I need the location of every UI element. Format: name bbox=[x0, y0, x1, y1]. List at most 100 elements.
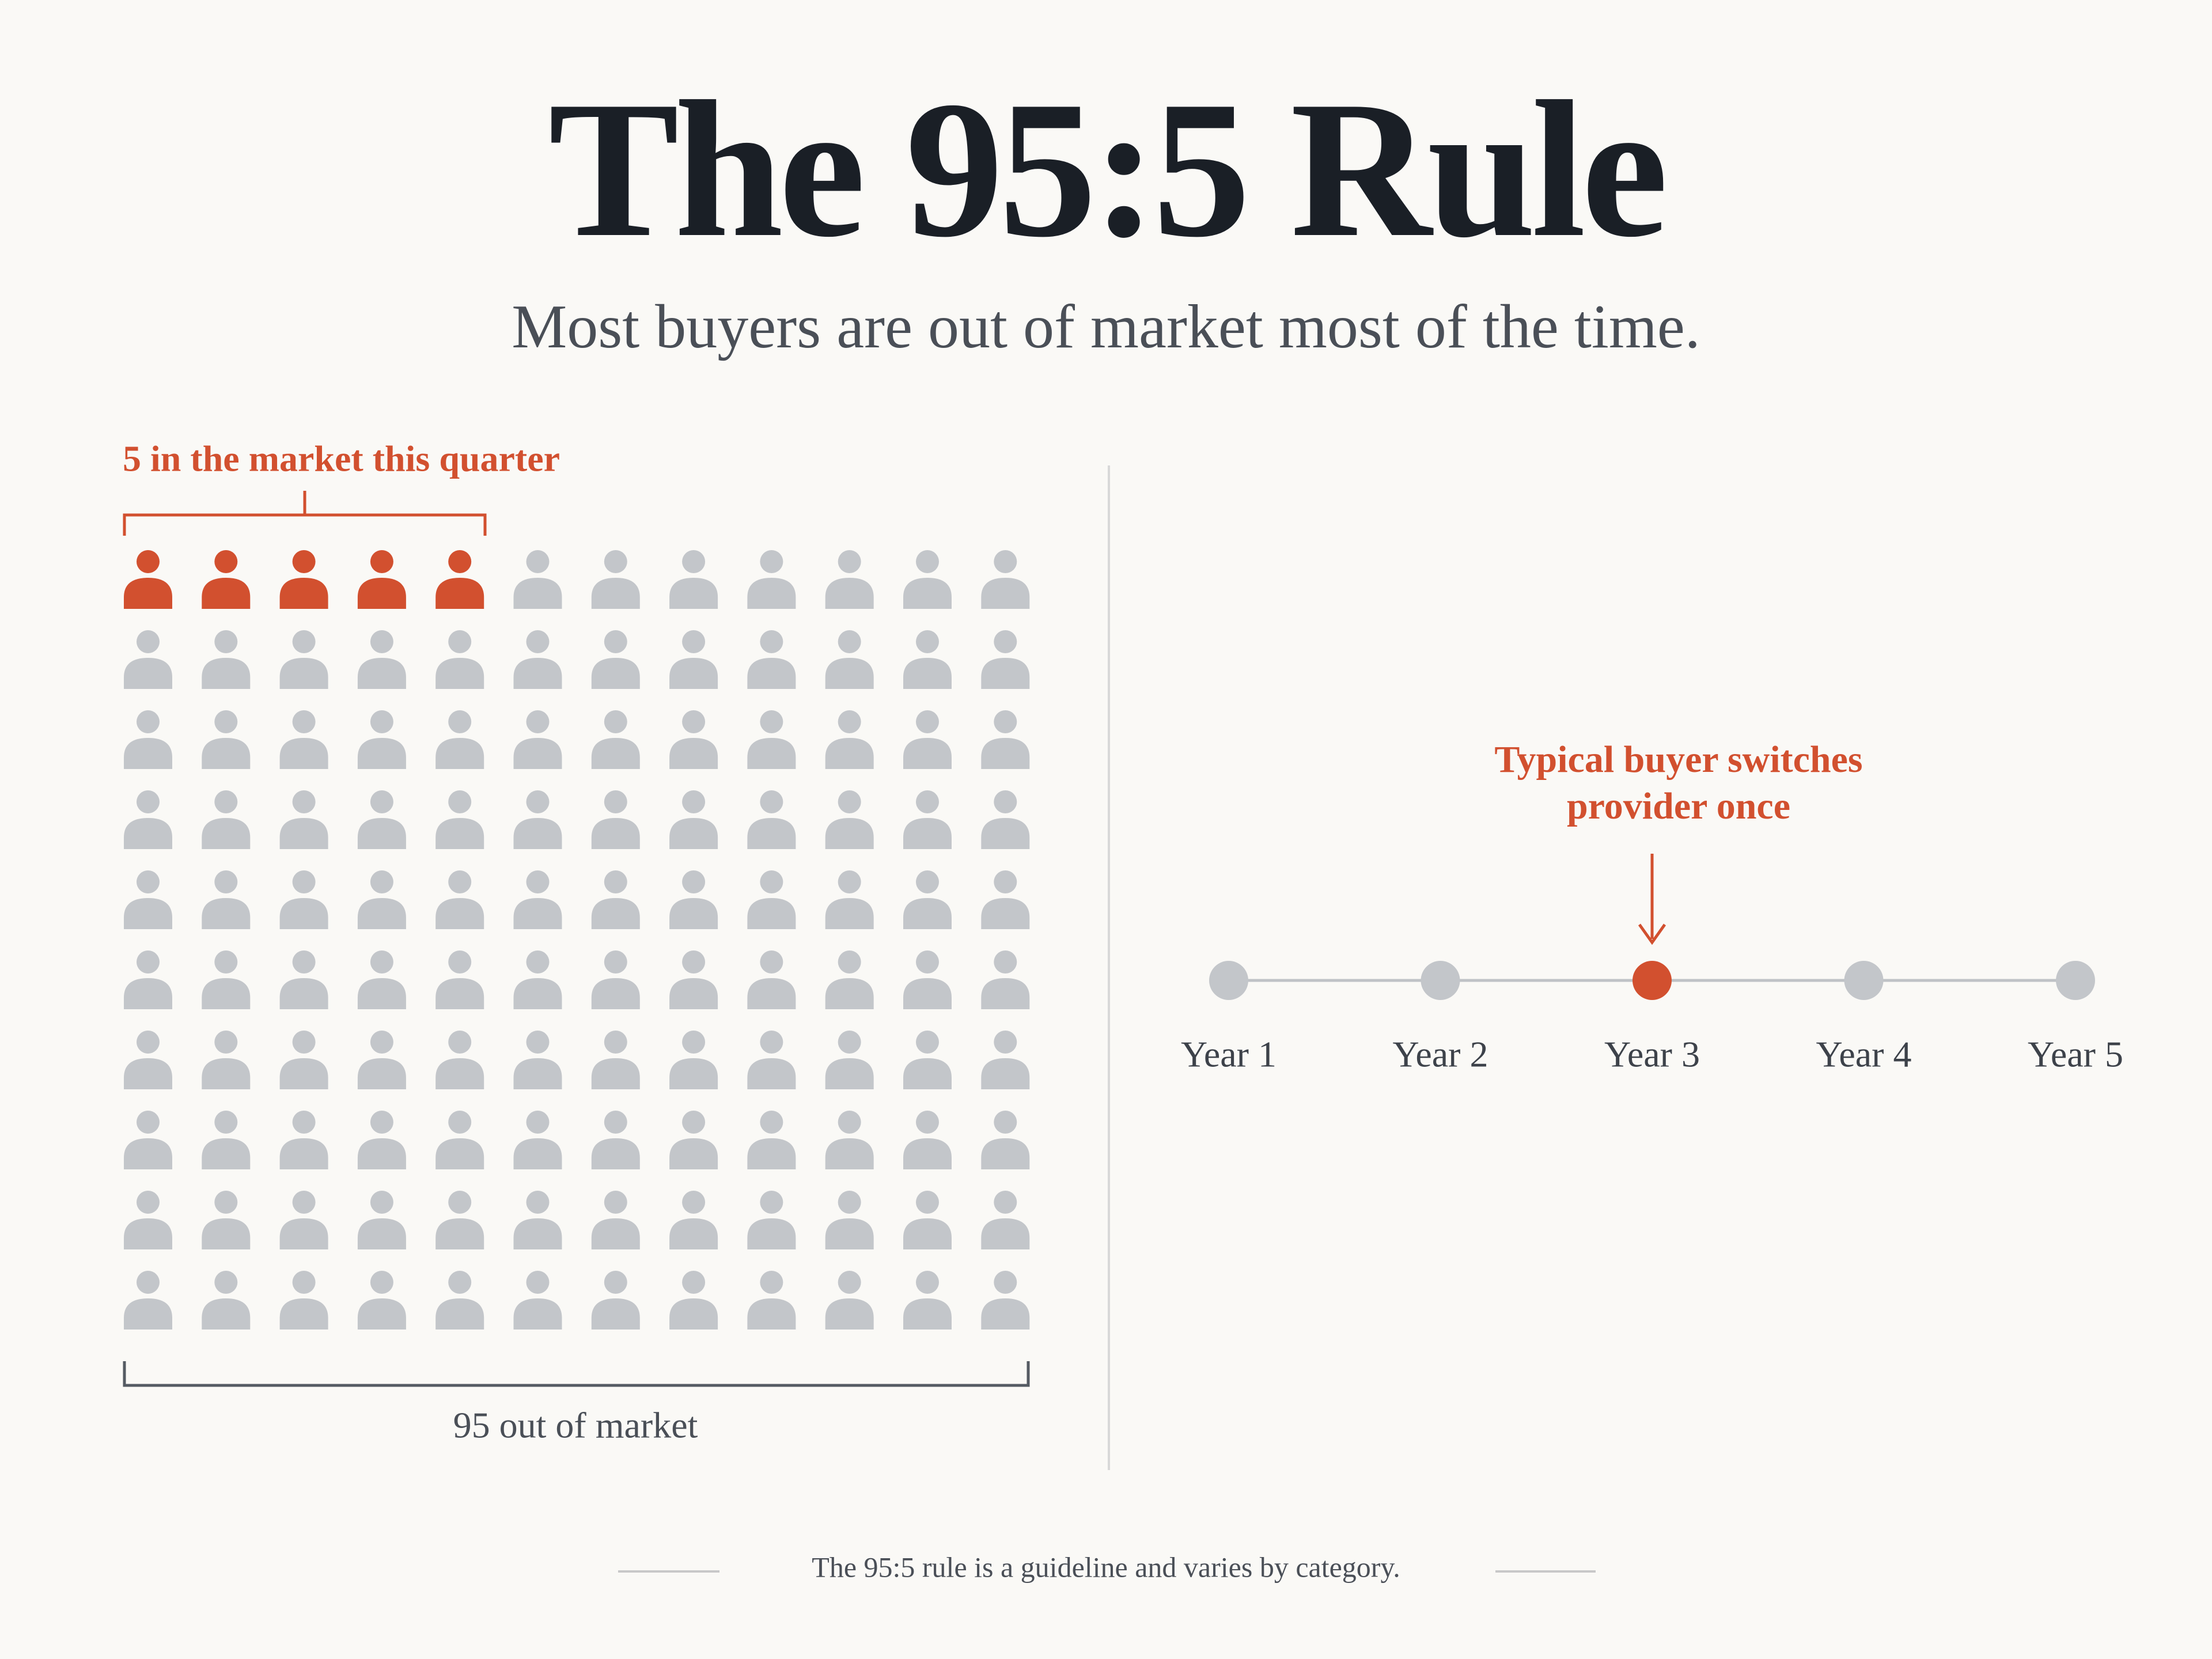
person-icon bbox=[435, 1111, 484, 1169]
person-body bbox=[279, 1058, 328, 1089]
person-icon bbox=[124, 1271, 172, 1330]
person-icon bbox=[202, 1191, 251, 1249]
person-body bbox=[513, 578, 562, 609]
person-head bbox=[994, 790, 1017, 813]
person-head bbox=[292, 870, 316, 893]
person-body bbox=[669, 1058, 718, 1089]
person-body bbox=[357, 1218, 406, 1249]
person-icon bbox=[825, 950, 874, 1009]
person-icon bbox=[825, 1031, 874, 1089]
person-head bbox=[682, 710, 706, 733]
person-body bbox=[202, 818, 251, 849]
out-of-market-label: 95 out of market bbox=[453, 1405, 698, 1446]
person-body bbox=[124, 738, 172, 769]
person-head bbox=[137, 1031, 160, 1054]
person-icon bbox=[981, 1111, 1030, 1169]
person-head bbox=[526, 710, 550, 733]
person-body bbox=[981, 1138, 1030, 1169]
person-head bbox=[760, 1191, 783, 1214]
person-icon bbox=[435, 1031, 484, 1089]
person-head bbox=[994, 1271, 1017, 1294]
person-body bbox=[825, 658, 874, 689]
person-icon bbox=[279, 950, 328, 1009]
person-body bbox=[903, 1138, 952, 1169]
person-head bbox=[370, 710, 393, 733]
person-head bbox=[916, 1271, 939, 1294]
person-body bbox=[435, 1058, 484, 1089]
person-head bbox=[448, 950, 472, 974]
person-body bbox=[981, 1298, 1030, 1330]
person-icon bbox=[669, 1031, 718, 1089]
person-body bbox=[202, 978, 251, 1009]
person-icon bbox=[279, 550, 328, 609]
person-icon bbox=[435, 550, 484, 609]
person-head bbox=[604, 710, 627, 733]
person-body bbox=[435, 818, 484, 849]
person-body bbox=[981, 658, 1030, 689]
person-body bbox=[124, 578, 172, 609]
person-head bbox=[448, 710, 472, 733]
person-body bbox=[825, 1298, 874, 1330]
person-body bbox=[124, 1058, 172, 1089]
person-body bbox=[279, 818, 328, 849]
person-body bbox=[357, 578, 406, 609]
person-body bbox=[513, 1138, 562, 1169]
person-icon bbox=[903, 870, 952, 929]
person-icon bbox=[202, 1271, 251, 1330]
person-body bbox=[981, 578, 1030, 609]
person-head bbox=[916, 1191, 939, 1214]
person-body bbox=[513, 658, 562, 689]
person-body bbox=[825, 1138, 874, 1169]
person-body bbox=[903, 738, 952, 769]
person-head bbox=[214, 870, 238, 893]
person-head bbox=[214, 950, 238, 974]
person-icon bbox=[279, 1111, 328, 1169]
person-icon bbox=[669, 630, 718, 689]
person-head bbox=[448, 870, 472, 893]
person-icon bbox=[279, 790, 328, 849]
person-icon bbox=[981, 550, 1030, 609]
person-head bbox=[448, 1111, 472, 1134]
person-body bbox=[903, 978, 952, 1009]
person-body bbox=[903, 578, 952, 609]
person-head bbox=[137, 630, 160, 653]
person-body bbox=[747, 1298, 796, 1330]
person-icon bbox=[903, 630, 952, 689]
person-head bbox=[448, 1271, 472, 1294]
annotation-arrow bbox=[1638, 854, 1666, 945]
person-body bbox=[981, 898, 1030, 929]
out-of-market-bracket bbox=[123, 1361, 1030, 1387]
person-body bbox=[202, 578, 251, 609]
person-body bbox=[357, 978, 406, 1009]
person-icon bbox=[669, 870, 718, 929]
person-icon bbox=[747, 790, 796, 849]
person-head bbox=[137, 710, 160, 733]
person-head bbox=[448, 630, 472, 653]
person-head bbox=[916, 950, 939, 974]
in-market-bracket bbox=[123, 491, 487, 536]
person-icon bbox=[747, 710, 796, 769]
person-head bbox=[994, 1111, 1017, 1134]
person-icon bbox=[202, 870, 251, 929]
person-body bbox=[591, 738, 640, 769]
person-head bbox=[370, 1111, 393, 1134]
person-body bbox=[202, 1058, 251, 1089]
person-icon bbox=[747, 1111, 796, 1169]
person-head bbox=[994, 1191, 1017, 1214]
person-icon bbox=[513, 1111, 562, 1169]
person-body bbox=[903, 818, 952, 849]
person-icon bbox=[747, 950, 796, 1009]
person-icon bbox=[825, 1111, 874, 1169]
person-icon bbox=[669, 1271, 718, 1330]
person-body bbox=[981, 1058, 1030, 1089]
person-body bbox=[981, 818, 1030, 849]
person-icon bbox=[669, 710, 718, 769]
person-body bbox=[202, 1138, 251, 1169]
person-body bbox=[124, 818, 172, 849]
person-head bbox=[682, 1031, 706, 1054]
person-body bbox=[747, 818, 796, 849]
person-body bbox=[279, 898, 328, 929]
person-icon bbox=[435, 870, 484, 929]
person-head bbox=[214, 710, 238, 733]
person-head bbox=[370, 790, 393, 813]
